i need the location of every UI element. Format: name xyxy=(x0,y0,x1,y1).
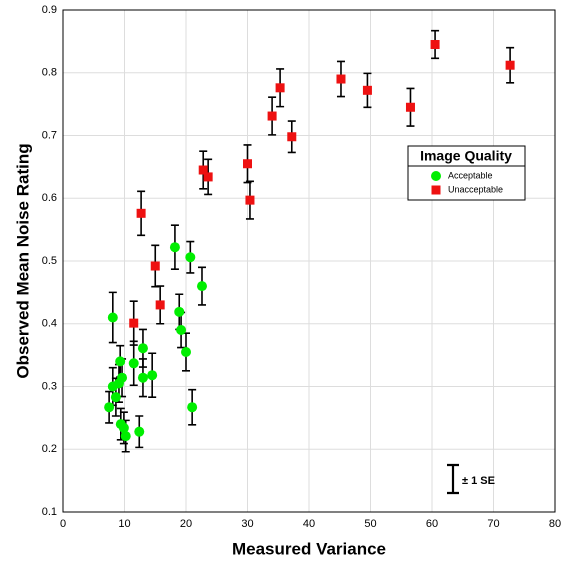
data-point xyxy=(430,40,440,50)
data-point xyxy=(137,343,148,354)
y-tick-label: 0.2 xyxy=(42,443,57,455)
data-point xyxy=(267,111,277,121)
x-axis-label: Measured Variance xyxy=(232,539,386,558)
x-tick-label: 20 xyxy=(180,518,192,530)
y-tick-label: 0.4 xyxy=(42,318,57,330)
data-point xyxy=(362,85,372,95)
x-tick-label: 70 xyxy=(487,518,499,530)
data-point xyxy=(169,242,180,253)
y-tick-label: 0.5 xyxy=(42,255,57,267)
x-tick-label: 50 xyxy=(364,518,376,530)
data-point xyxy=(129,318,139,328)
se-key-label: ± 1 SE xyxy=(462,475,495,487)
y-axis-label: Observed Mean Noise Rating xyxy=(13,143,32,378)
data-point xyxy=(505,60,515,70)
data-point xyxy=(115,356,126,367)
legend-marker xyxy=(431,185,441,195)
y-tick-label: 0.7 xyxy=(42,129,57,141)
data-point xyxy=(147,370,158,381)
data-point xyxy=(118,422,129,433)
data-point xyxy=(136,208,146,218)
x-tick-label: 30 xyxy=(241,518,253,530)
x-tick-label: 10 xyxy=(118,518,130,530)
x-tick-label: 80 xyxy=(549,518,561,530)
y-tick-label: 0.8 xyxy=(42,67,57,79)
x-tick-label: 60 xyxy=(426,518,438,530)
data-point xyxy=(275,83,285,93)
data-point xyxy=(181,346,191,357)
data-point xyxy=(117,372,128,383)
x-tick-label: 40 xyxy=(303,518,315,530)
legend-box xyxy=(407,145,526,201)
data-point xyxy=(336,74,346,84)
y-tick-label: 0.9 xyxy=(42,4,57,16)
data-point xyxy=(110,392,121,403)
data-point xyxy=(155,300,165,310)
data-point xyxy=(185,252,196,263)
plot-frame xyxy=(62,9,556,513)
data-point xyxy=(243,159,252,169)
data-point xyxy=(104,402,115,413)
y-tick-label: 0.3 xyxy=(42,380,57,392)
data-point xyxy=(287,132,297,142)
legend-label: Unacceptable xyxy=(448,184,503,194)
y-tick-label: 0.1 xyxy=(42,506,57,518)
data-point xyxy=(134,426,145,437)
data-point xyxy=(150,261,160,271)
data-point xyxy=(120,431,131,442)
data-point xyxy=(198,165,208,175)
legend-title: Image Quality xyxy=(420,148,512,164)
legend-marker xyxy=(431,171,441,181)
data-point xyxy=(187,402,198,413)
legend-label: Acceptable xyxy=(448,170,493,180)
data-point xyxy=(196,281,207,292)
y-tick-label: 0.6 xyxy=(42,192,57,204)
data-point xyxy=(137,372,148,383)
x-tick-label: 0 xyxy=(60,518,66,530)
data-point xyxy=(176,325,187,336)
se-key-bar xyxy=(447,463,459,495)
data-point xyxy=(203,172,213,182)
data-point xyxy=(405,102,415,112)
data-point xyxy=(107,312,118,323)
data-point xyxy=(245,195,255,205)
data-point xyxy=(174,306,185,317)
data-point xyxy=(128,358,139,369)
